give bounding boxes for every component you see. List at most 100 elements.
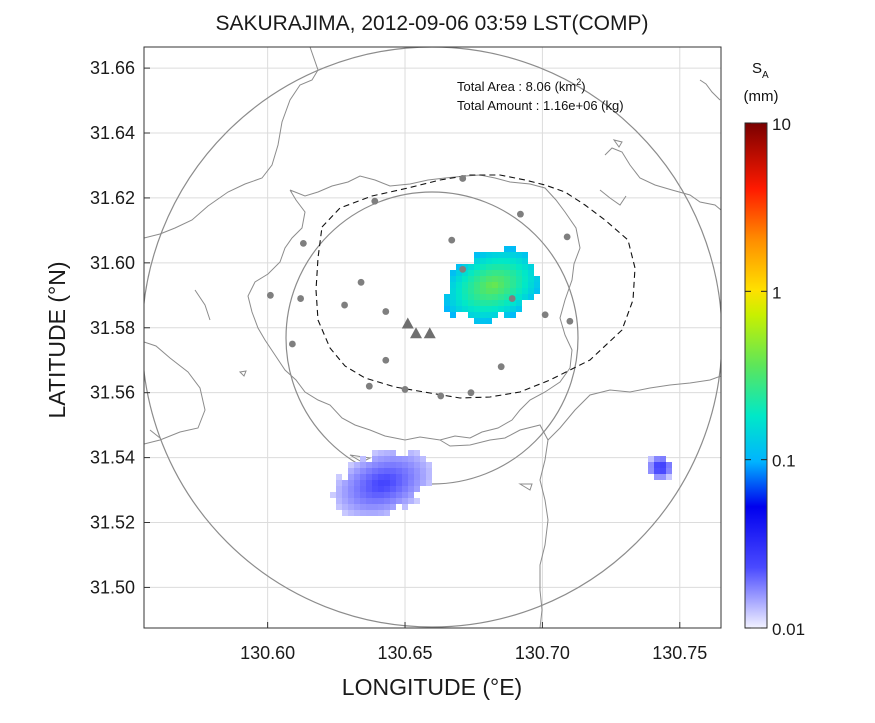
heatmap-cell <box>528 288 534 294</box>
heatmap-cell <box>498 270 504 276</box>
heatmap-cell <box>372 480 378 486</box>
y-tick-label: 31.54 <box>90 448 135 468</box>
heatmap-cell <box>474 276 480 282</box>
heatmap-cell <box>414 456 420 462</box>
station-marker <box>401 386 409 393</box>
heatmap-cell <box>498 276 504 282</box>
heatmap-cell <box>666 468 672 474</box>
heatmap-cell <box>498 264 504 270</box>
heatmap-cell <box>516 264 522 270</box>
heatmap-cell <box>372 456 378 462</box>
heatmap-cell <box>504 264 510 270</box>
heatmap-cell <box>408 498 414 504</box>
heatmap-cell <box>474 270 480 276</box>
heatmap-cell <box>498 300 504 306</box>
heatmap-cell <box>468 300 474 306</box>
heatmap-cell <box>396 492 402 498</box>
totals-annotation: Total Area : 8.06 (km2) Total Amount : 1… <box>457 77 624 113</box>
heatmap-cell <box>450 294 456 300</box>
colorbar: SA (mm) 10 1 0.1 0.01 <box>744 60 806 639</box>
station-marker <box>357 278 365 286</box>
station-marker <box>459 175 467 182</box>
heatmap-cell <box>384 450 390 456</box>
heatmap-cell <box>504 276 510 282</box>
heatmap-cell <box>396 456 402 462</box>
heatmap-cell <box>468 294 474 300</box>
plot-frame <box>143 46 722 629</box>
heatmap-cell <box>510 282 516 288</box>
heatmap-cell <box>408 456 414 462</box>
heatmap-cell <box>510 252 516 258</box>
station-marker <box>459 265 467 273</box>
heatmap-cell <box>366 504 372 510</box>
heatmap-cell <box>486 258 492 264</box>
heatmap-cell <box>504 252 510 258</box>
y-tick-label: 31.56 <box>90 383 135 403</box>
station-marker <box>563 233 571 241</box>
heatmap-cell <box>372 510 378 516</box>
heatmap-cell <box>486 294 492 300</box>
heatmap-cell <box>492 252 498 258</box>
heatmap-cell <box>474 282 480 288</box>
heatmap-cell <box>390 504 396 510</box>
heatmap-cell <box>354 462 360 468</box>
crater-markers <box>401 317 436 339</box>
heatmap-cell <box>402 504 408 510</box>
heatmap-cell <box>660 468 666 474</box>
heatmap-cell <box>354 480 360 486</box>
heatmap-cell <box>498 288 504 294</box>
heatmap-cell <box>522 276 528 282</box>
heatmap-cell <box>354 474 360 480</box>
heatmap-cell <box>480 270 486 276</box>
heatmap-cell <box>354 486 360 492</box>
heatmap-cell <box>504 294 510 300</box>
heatmap-cell <box>492 294 498 300</box>
heatmap-cell <box>666 462 672 468</box>
heatmap-cell <box>360 480 366 486</box>
y-tick-label: 31.60 <box>90 253 135 273</box>
y-tick-label: 31.58 <box>90 318 135 338</box>
heatmap-cell <box>348 480 354 486</box>
y-tick-label: 31.64 <box>90 123 135 143</box>
heatmap-cell <box>510 246 516 252</box>
heatmap-cell <box>456 300 462 306</box>
heatmap-cell <box>354 498 360 504</box>
heatmap-cell <box>486 306 492 312</box>
heatmap-cell <box>330 492 336 498</box>
heatmap-cell <box>462 288 468 294</box>
heatmap-cell <box>516 252 522 258</box>
heatmap-cell <box>462 306 468 312</box>
heatmap-cell <box>336 486 342 492</box>
station-marker <box>365 382 373 390</box>
heatmap-cell <box>444 306 450 312</box>
heatmap-cell <box>366 462 372 468</box>
heatmap-cell <box>504 312 510 318</box>
station-marker <box>382 308 390 315</box>
heatmap-cell <box>408 486 414 492</box>
heatmap-cell <box>480 294 486 300</box>
heatmap-cell <box>666 474 672 480</box>
heatmap-cell <box>510 300 516 306</box>
x-tick-label: 130.70 <box>515 643 570 663</box>
y-tick-label: 31.50 <box>90 577 135 597</box>
heatmap-cell <box>378 486 384 492</box>
heatmap-cell <box>486 264 492 270</box>
heatmap-cell <box>534 276 540 282</box>
heatmap-cell <box>402 486 408 492</box>
heatmap-cell <box>420 462 426 468</box>
heatmap-cell <box>510 288 516 294</box>
heatmap-cell <box>510 258 516 264</box>
heatmap-cell <box>414 462 420 468</box>
y-axis-label: LATITUDE (°N) <box>44 262 70 419</box>
heatmap-cell <box>480 306 486 312</box>
heatmap-cell <box>480 300 486 306</box>
heatmap-cell <box>378 498 384 504</box>
heatmap-cell <box>348 474 354 480</box>
heatmap-cell <box>516 270 522 276</box>
heatmap-cell <box>420 480 426 486</box>
heatmap-cell <box>450 288 456 294</box>
heatmap-cell <box>336 492 342 498</box>
heatmap-cell <box>402 456 408 462</box>
heatmap-cell <box>402 474 408 480</box>
